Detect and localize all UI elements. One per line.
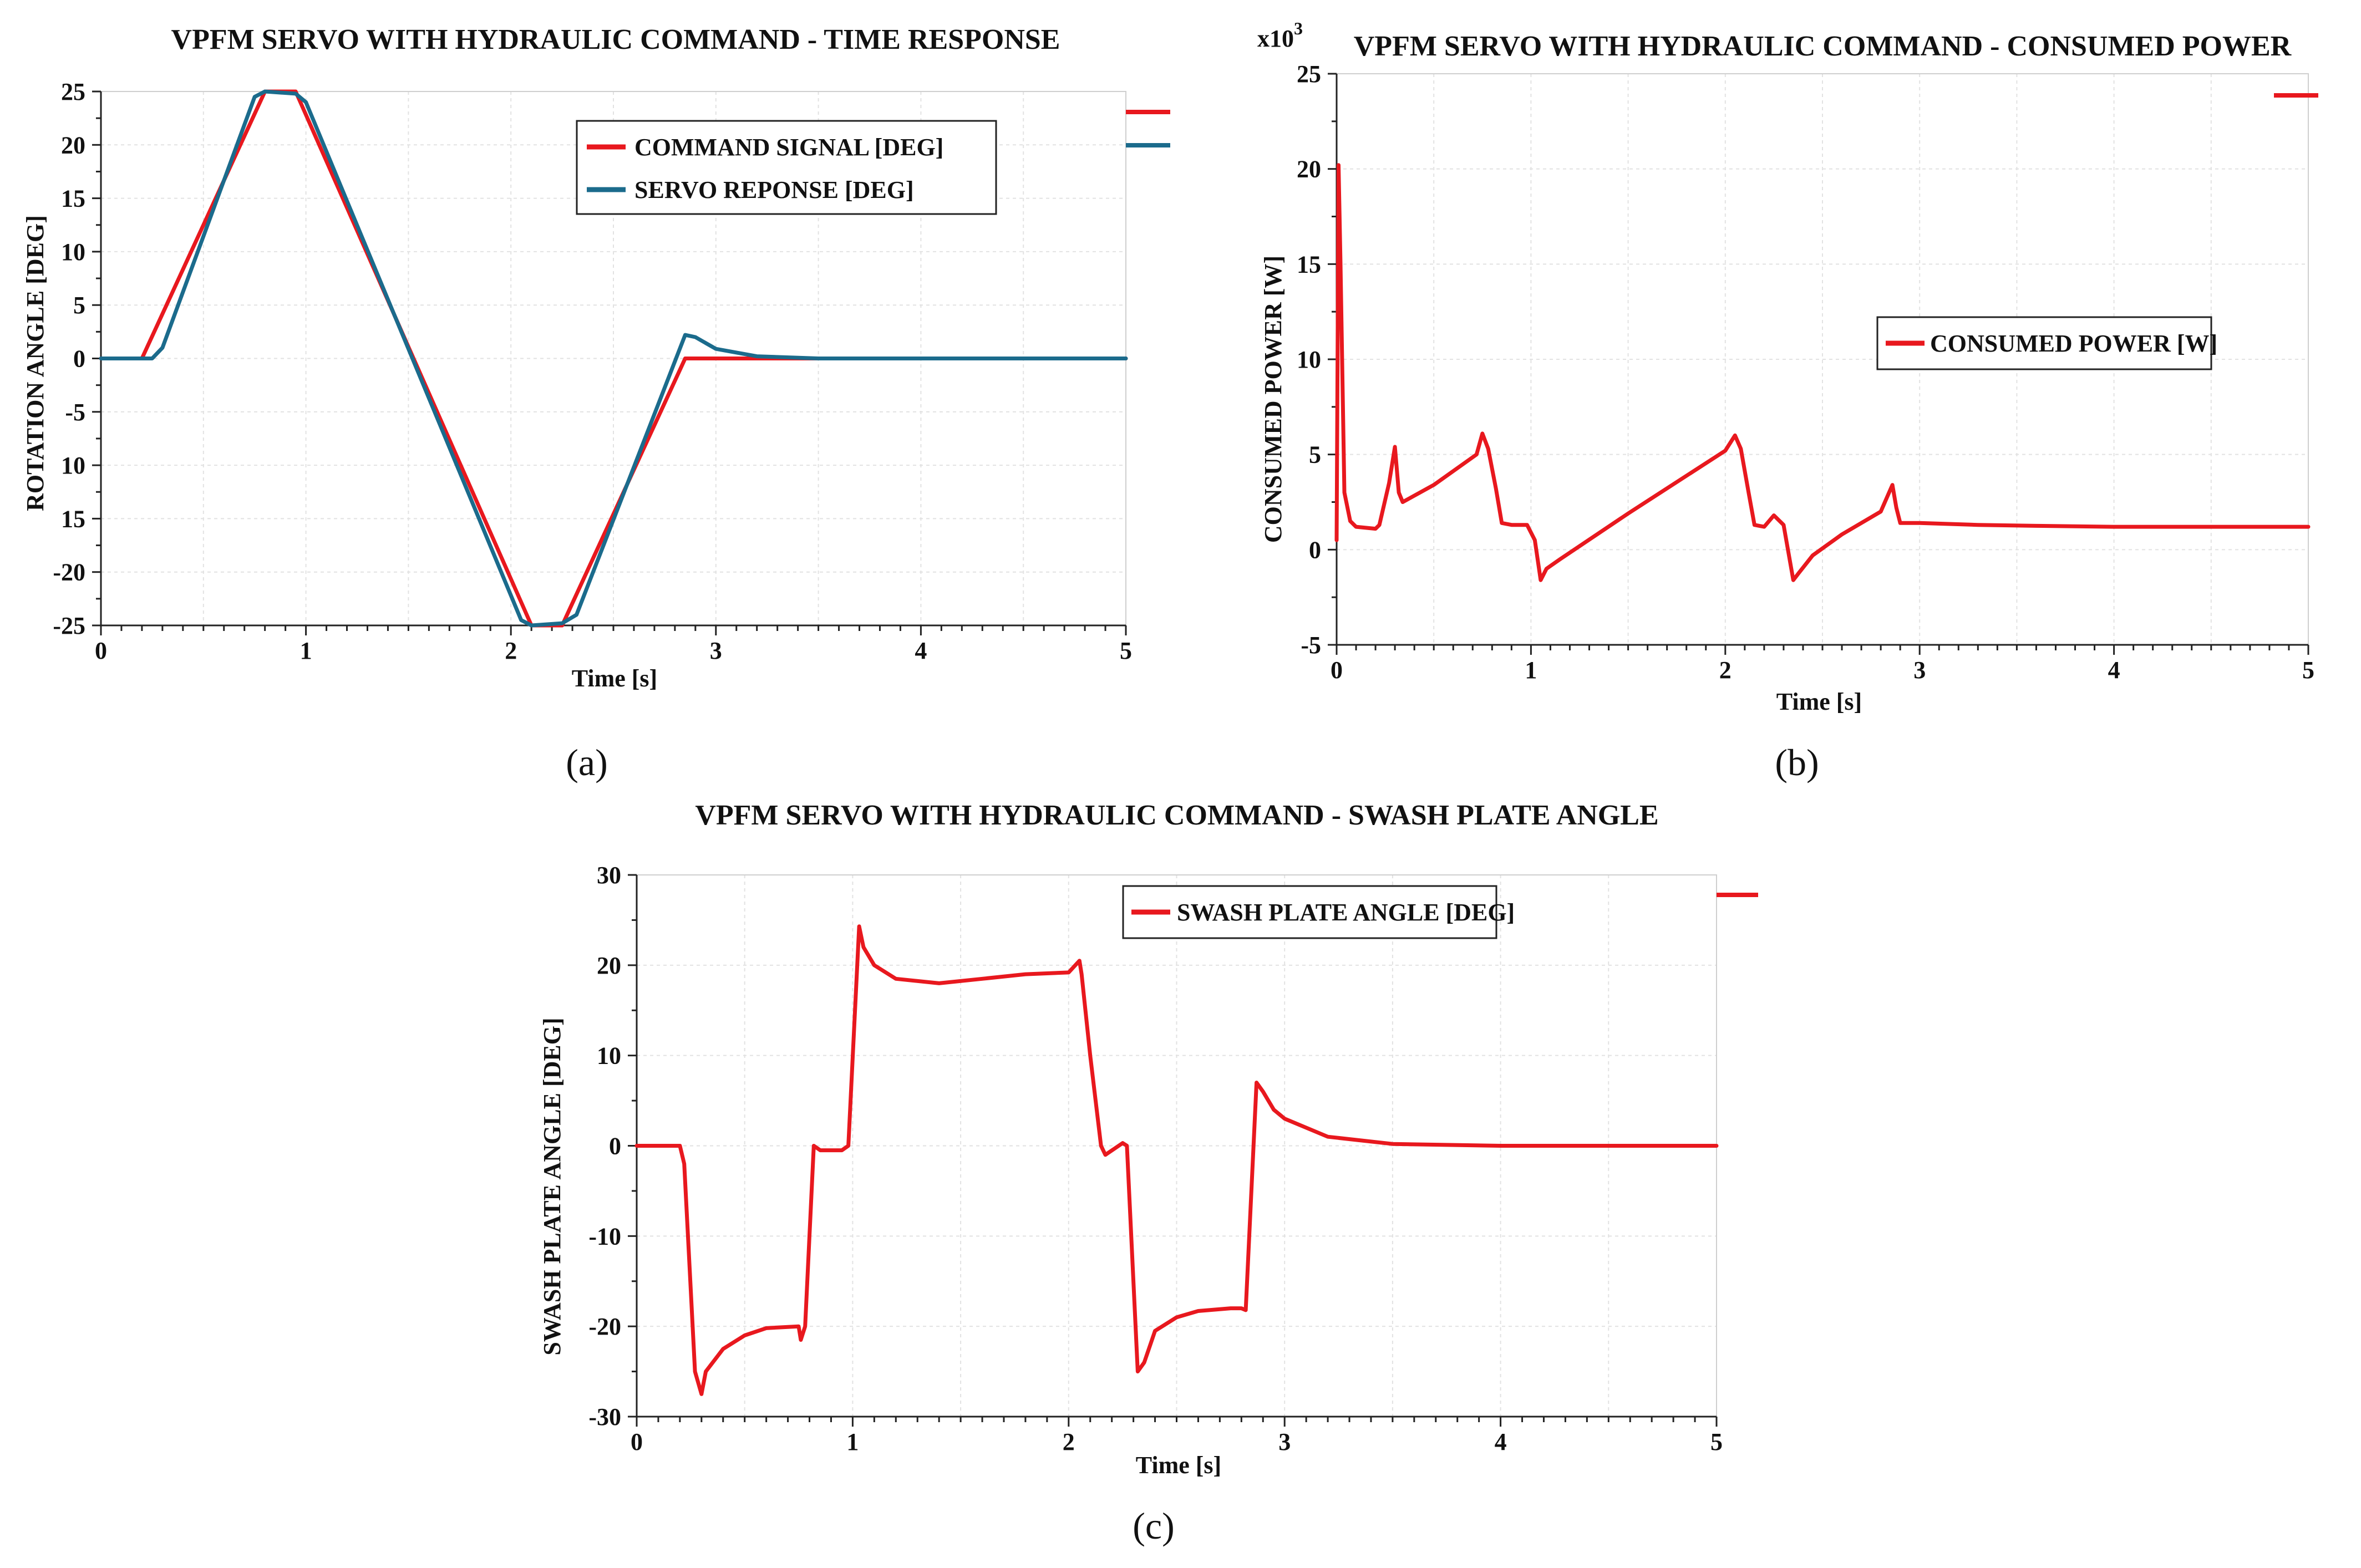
y-tick-label: 20 [1297,156,1321,183]
chart-b-yscale-label: x103 [1257,18,1303,52]
y-tick-label: -30 [588,1403,621,1430]
series-line-b-0 [1334,163,2311,582]
legend-b-power-label: CONSUMED POWER [W] [1930,330,2217,357]
y-tick-label: -20 [588,1313,621,1340]
chart-c-title: VPFM SERVO WITH HYDRAULIC COMMAND - SWAS… [695,800,1658,831]
y-tick-label: 30 [597,862,621,889]
panel-label-c: (c) [1133,1505,1174,1547]
chart-c-series [634,924,1719,1396]
y-tick-label: 25 [1297,60,1321,88]
chart-panel-b: VPFM SERVO WITH HYDRAULIC COMMAND - CONS… [1220,0,2361,798]
series-line-a-1 [99,89,1128,628]
x-tick-label: 0 [631,1428,643,1455]
y-tick-label: 0 [1309,536,1321,563]
chart-b-svg: VPFM SERVO WITH HYDRAULIC COMMAND - CONS… [1257,18,2318,783]
chart-a-svg: VPFM SERVO WITH HYDRAULIC COMMAND - TIME… [22,24,1170,783]
chart-c-ylabel: SWASH PLATE ANGLE [DEG] [539,1017,566,1355]
y-tick-label: 5 [1309,441,1321,469]
chart-b-xlabel: Time [s] [1776,688,1862,715]
y-tick-label: 10 [597,1042,621,1070]
x-tick-label: 3 [1278,1428,1291,1455]
chart-b-legend: CONSUMED POWER [W] [1876,316,2217,370]
panel-label-b: (b) [1775,741,1819,783]
chart-c-axes: 0 1 2 3 4 5 30 20 10 0 -10 -20 -30 [588,862,1723,1455]
chart-b-title: VPFM SERVO WITH HYDRAULIC COMMAND - CONS… [1354,30,2292,62]
y-tick-label: 15 [1297,251,1321,278]
chart-b-yscale-exp: 3 [1294,18,1303,38]
series-line-c-0 [634,924,1719,1396]
y-tick-label: 20 [597,952,621,979]
chart-c-xlabel: Time [s] [1136,1452,1221,1479]
x-tick-label: 5 [1120,637,1132,664]
y-tick-label: -5 [1301,632,1321,659]
x-tick-label: 1 [300,637,312,664]
x-tick-label: 3 [1913,656,1926,684]
x-tick-label: 1 [1525,656,1537,684]
y-tick-label: 15 [61,185,85,212]
x-tick-label: 3 [710,637,722,664]
y-tick-label: -5 [65,399,85,426]
y-tick-label: 0 [73,345,85,373]
chart-panel-c: VPFM SERVO WITH HYDRAULIC COMMAND - SWAS… [499,793,1841,1568]
chart-b-series [1334,163,2311,582]
y-tick-label: 10 [61,452,85,479]
chart-a-xlabel: Time [s] [572,665,657,692]
chart-b-ylabel: CONSUMED POWER [W] [1260,256,1287,543]
y-tick-label: -10 [588,1223,621,1250]
chart-c-svg: VPFM SERVO WITH HYDRAULIC COMMAND - SWAS… [539,800,1758,1547]
x-tick-label: 4 [1495,1428,1507,1455]
legend-a-servo-label: SERVO REPONSE [DEG] [634,176,914,203]
legend-c-swash-label: SWASH PLATE ANGLE [DEG] [1177,899,1515,926]
y-tick-label: -20 [53,559,85,586]
chart-a-ylabel: ROTATION ANGLE [DEG] [22,215,49,511]
chart-a-title: VPFM SERVO WITH HYDRAULIC COMMAND - TIME… [171,24,1060,55]
x-tick-label: 0 [1331,656,1343,684]
y-tick-label: 15 [61,505,85,532]
y-tick-label: 10 [61,238,85,266]
chart-panel-a: VPFM SERVO WITH HYDRAULIC COMMAND - TIME… [0,0,1198,798]
y-tick-label: -25 [53,612,85,639]
x-tick-label: 4 [2108,656,2120,684]
x-tick-label: 5 [2302,656,2314,684]
panel-label-a: (a) [566,741,607,783]
x-tick-label: 2 [1719,656,1732,684]
y-tick-label: 20 [61,131,85,159]
y-tick-label: 5 [73,292,85,319]
x-tick-label: 1 [846,1428,859,1455]
x-tick-label: 2 [1063,1428,1075,1455]
x-tick-label: 5 [1710,1428,1723,1455]
chart-a-series [99,89,1128,628]
x-tick-label: 2 [505,637,517,664]
chart-b-axes: 0 1 2 3 4 5 25 20 15 10 5 0 -5 [1297,60,2314,684]
y-tick-label: 10 [1297,346,1321,373]
chart-a-legend: COMMAND SIGNAL [DEG] SERVO REPONSE [DEG] [576,120,997,215]
chart-c-legend: SWASH PLATE ANGLE [DEG] [1122,885,1515,939]
y-tick-label: 0 [609,1133,621,1160]
x-tick-label: 4 [915,637,927,664]
x-tick-label: 0 [95,637,107,664]
legend-a-command-label: COMMAND SIGNAL [DEG] [634,134,943,161]
y-tick-label: 25 [61,78,85,105]
